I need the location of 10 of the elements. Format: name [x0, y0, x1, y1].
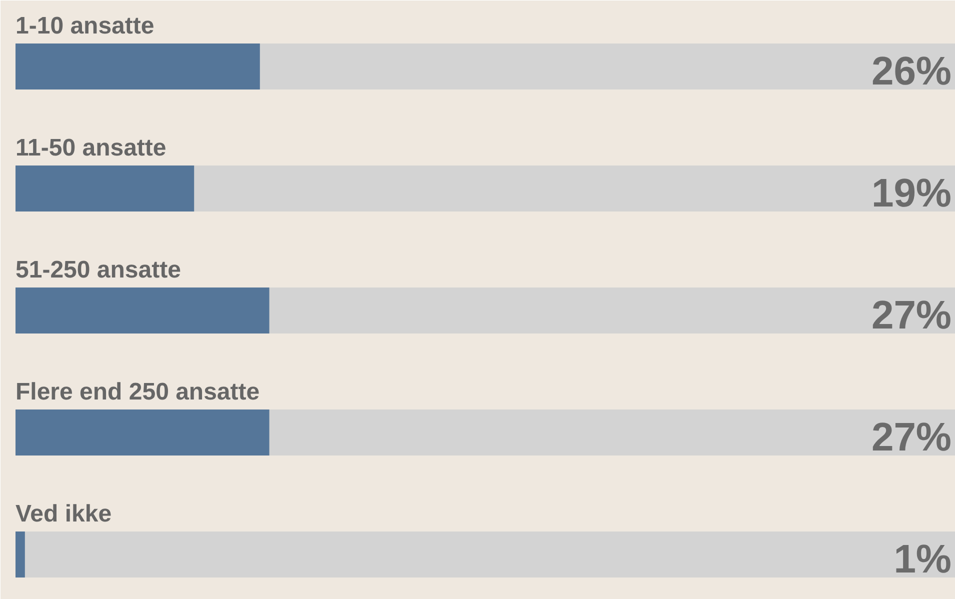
y-tick-label: 11-50 ansatte	[16, 134, 166, 162]
data-label: 26%	[871, 50, 952, 94]
data-label: 27%	[871, 294, 952, 338]
y-tick-label: 51-250 ansatte	[16, 256, 181, 284]
y-tick-label: Flere end 250 ansatte	[16, 378, 260, 406]
data-label: 1%	[894, 538, 952, 582]
data-label: 27%	[871, 416, 952, 460]
y-tick-label: Ved ikke	[16, 500, 112, 528]
y-tick-label: 1-10 ansatte	[16, 12, 154, 40]
data-label: 19%	[871, 172, 952, 216]
